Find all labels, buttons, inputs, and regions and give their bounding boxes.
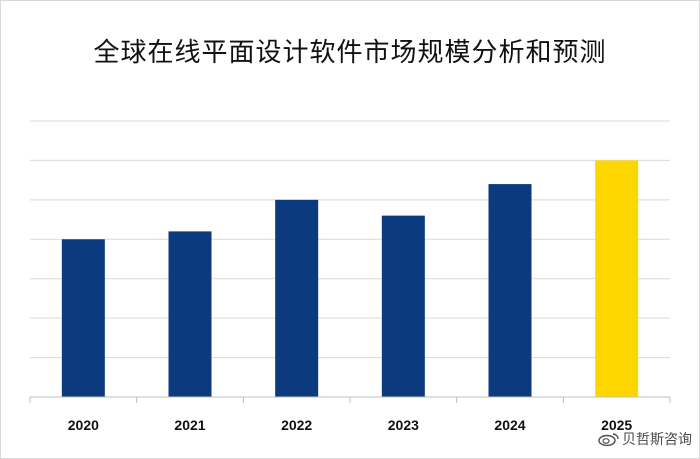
bar-2024 xyxy=(488,184,532,397)
x-tick-label: 2024 xyxy=(494,417,525,433)
bar-2022 xyxy=(275,199,319,397)
x-tick-label: 2022 xyxy=(281,417,312,433)
x-tick-label: 2023 xyxy=(388,417,419,433)
weibo-logo-icon xyxy=(598,433,619,446)
x-tick-label: 2021 xyxy=(174,417,205,433)
chart-title: 全球在线平面设计软件市场规模分析和预测 xyxy=(93,38,607,68)
bar-2023 xyxy=(381,215,425,397)
x-tick-labels: 2020 2021 2022 2023 2024 2025 xyxy=(68,417,633,433)
x-tick-label: 2020 xyxy=(68,417,99,433)
watermark-text: 贝哲斯咨询 xyxy=(622,432,692,448)
x-tick-label: 2025 xyxy=(601,417,632,433)
gridlines xyxy=(30,120,670,359)
bar-2020 xyxy=(61,239,105,397)
bar-2025 xyxy=(595,160,639,397)
bars xyxy=(61,160,639,397)
x-tick-marks xyxy=(29,397,671,403)
bar-2021 xyxy=(168,231,212,397)
watermark: 贝哲斯咨询 xyxy=(597,429,692,449)
